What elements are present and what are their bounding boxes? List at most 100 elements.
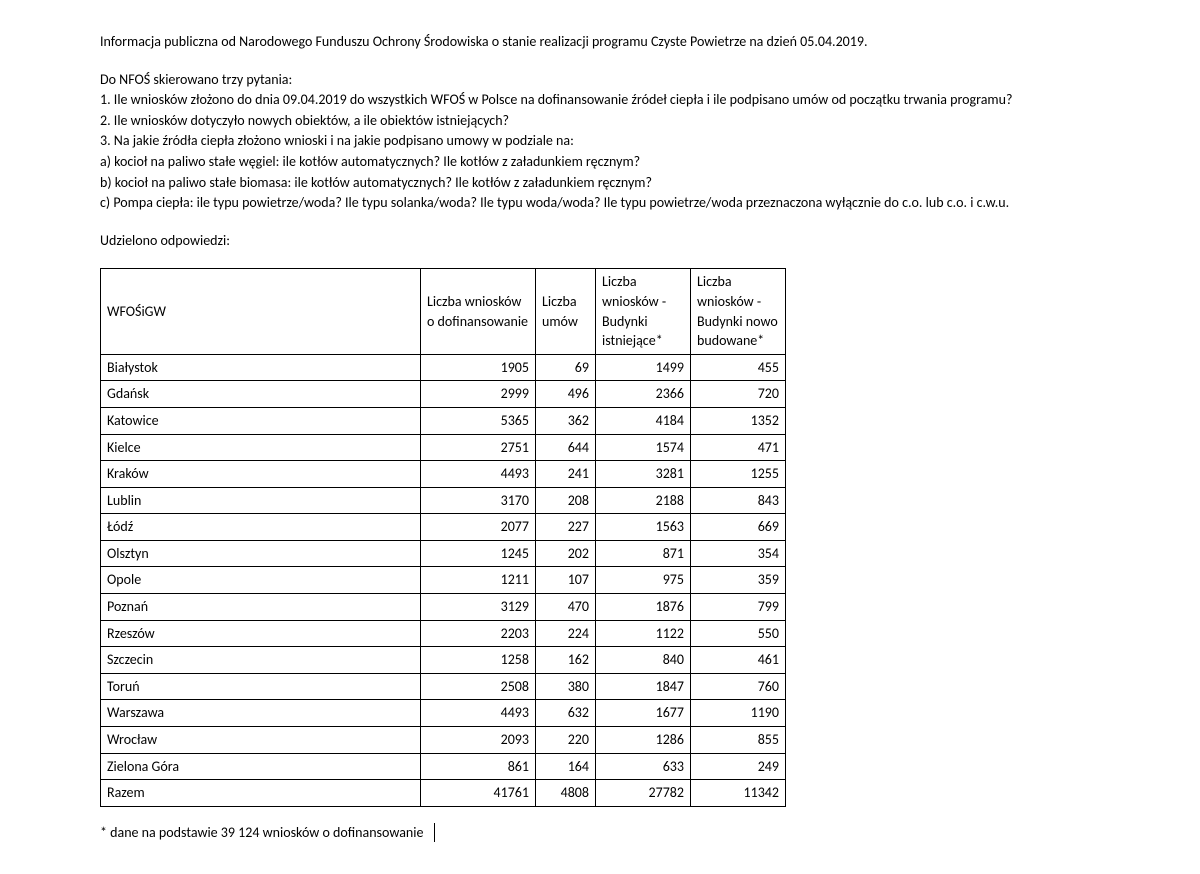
table-row: Toruń25083801847760 (101, 673, 786, 700)
cell-value: 633 (596, 753, 691, 780)
cell-value: 2093 (421, 727, 536, 754)
cell-value: 799 (691, 594, 786, 621)
cell-value: 1190 (691, 700, 786, 727)
cell-city: Rzeszów (101, 620, 421, 647)
cell-value: 861 (421, 753, 536, 780)
cell-city: Kraków (101, 461, 421, 488)
cell-value: 227 (536, 514, 596, 541)
cell-value: 2999 (421, 381, 536, 408)
cell-value: 461 (691, 647, 786, 674)
cell-value: 69 (536, 354, 596, 381)
cell-value: 4493 (421, 700, 536, 727)
cell-value: 202 (536, 540, 596, 567)
question-1: 1. Ile wniosków złożono do dnia 09.04.20… (100, 90, 1100, 110)
cell-value: 11342 (691, 780, 786, 807)
cell-city: Zielona Góra (101, 753, 421, 780)
table-row: Kielce27516441574471 (101, 434, 786, 461)
cell-value: 2508 (421, 673, 536, 700)
cell-value: 2751 (421, 434, 536, 461)
cell-value: 2077 (421, 514, 536, 541)
cell-city: Poznań (101, 594, 421, 621)
table-row: Katowice536536241841352 (101, 407, 786, 434)
cell-city: Toruń (101, 673, 421, 700)
cell-value: 632 (536, 700, 596, 727)
cell-value: 3170 (421, 487, 536, 514)
cell-value: 224 (536, 620, 596, 647)
cell-value: 1677 (596, 700, 691, 727)
cell-value: 871 (596, 540, 691, 567)
table-row: Opole1211107975359 (101, 567, 786, 594)
cell-value: 162 (536, 647, 596, 674)
answer-label: Udzielono odpowiedzi: (100, 231, 1100, 251)
question-3c: c) Pompa ciepła: ile typu powietrze/woda… (100, 193, 1100, 213)
cell-value: 4184 (596, 407, 691, 434)
cell-value: 1563 (596, 514, 691, 541)
cell-city: Lublin (101, 487, 421, 514)
table-row: Szczecin1258162840461 (101, 647, 786, 674)
col-header-existing: Liczba wniosków - Budynki istniejące* (596, 269, 691, 354)
question-3: 3. Na jakie źródła ciepła złożono wniosk… (100, 131, 1100, 151)
table-row: Lublin31702082188843 (101, 487, 786, 514)
cell-value: 380 (536, 673, 596, 700)
table-row: Łódź20772271563669 (101, 514, 786, 541)
table-row: Kraków449324132811255 (101, 461, 786, 488)
cell-value: 550 (691, 620, 786, 647)
cell-value: 669 (691, 514, 786, 541)
cell-value: 644 (536, 434, 596, 461)
cell-value: 2188 (596, 487, 691, 514)
cell-value: 455 (691, 354, 786, 381)
table-row: Razem4176148082778211342 (101, 780, 786, 807)
question-3a: a) kocioł na paliwo stałe węgiel: ile ko… (100, 152, 1100, 172)
cell-value: 362 (536, 407, 596, 434)
cell-value: 855 (691, 727, 786, 754)
table-row: Olsztyn1245202871354 (101, 540, 786, 567)
cell-city: Razem (101, 780, 421, 807)
cell-value: 164 (536, 753, 596, 780)
col-header-new: Liczba wniosków - Budynki nowo budowane* (691, 269, 786, 354)
cell-value: 1876 (596, 594, 691, 621)
cell-city: Gdańsk (101, 381, 421, 408)
cell-value: 359 (691, 567, 786, 594)
cell-value: 760 (691, 673, 786, 700)
cell-value: 2203 (421, 620, 536, 647)
cell-city: Białystok (101, 354, 421, 381)
cell-value: 1211 (421, 567, 536, 594)
cell-value: 354 (691, 540, 786, 567)
cell-value: 843 (691, 487, 786, 514)
cell-value: 840 (596, 647, 691, 674)
cell-value: 720 (691, 381, 786, 408)
table-row: Poznań31294701876799 (101, 594, 786, 621)
cell-value: 1255 (691, 461, 786, 488)
cell-value: 1847 (596, 673, 691, 700)
cell-value: 3281 (596, 461, 691, 488)
cell-value: 27782 (596, 780, 691, 807)
table-row: Białystok1905691499455 (101, 354, 786, 381)
cell-value: 1905 (421, 354, 536, 381)
cell-value: 471 (691, 434, 786, 461)
cell-value: 241 (536, 461, 596, 488)
cell-value: 470 (536, 594, 596, 621)
cell-city: Opole (101, 567, 421, 594)
intro-text: Informacja publiczna od Narodowego Fundu… (100, 32, 1100, 52)
cell-value: 1574 (596, 434, 691, 461)
table-row: Wrocław20932201286855 (101, 727, 786, 754)
cell-value: 1245 (421, 540, 536, 567)
cell-value: 107 (536, 567, 596, 594)
cell-value: 1258 (421, 647, 536, 674)
table-row: Zielona Góra861164633249 (101, 753, 786, 780)
col-header-contracts: Liczba umów (536, 269, 596, 354)
table-row: Gdańsk29994962366720 (101, 381, 786, 408)
table-header-row: WFOŚiGW Liczba wniosków o dofinansowanie… (101, 269, 786, 354)
cell-city: Warszawa (101, 700, 421, 727)
cell-city: Szczecin (101, 647, 421, 674)
cell-value: 4493 (421, 461, 536, 488)
cell-value: 975 (596, 567, 691, 594)
cell-city: Wrocław (101, 727, 421, 754)
cell-value: 1122 (596, 620, 691, 647)
cell-value: 41761 (421, 780, 536, 807)
col-header-city: WFOŚiGW (101, 269, 421, 354)
table-row: Rzeszów22032241122550 (101, 620, 786, 647)
cell-value: 4808 (536, 780, 596, 807)
questions-intro: Do NFOŚ skierowano trzy pytania: (100, 70, 1100, 90)
cell-value: 496 (536, 381, 596, 408)
